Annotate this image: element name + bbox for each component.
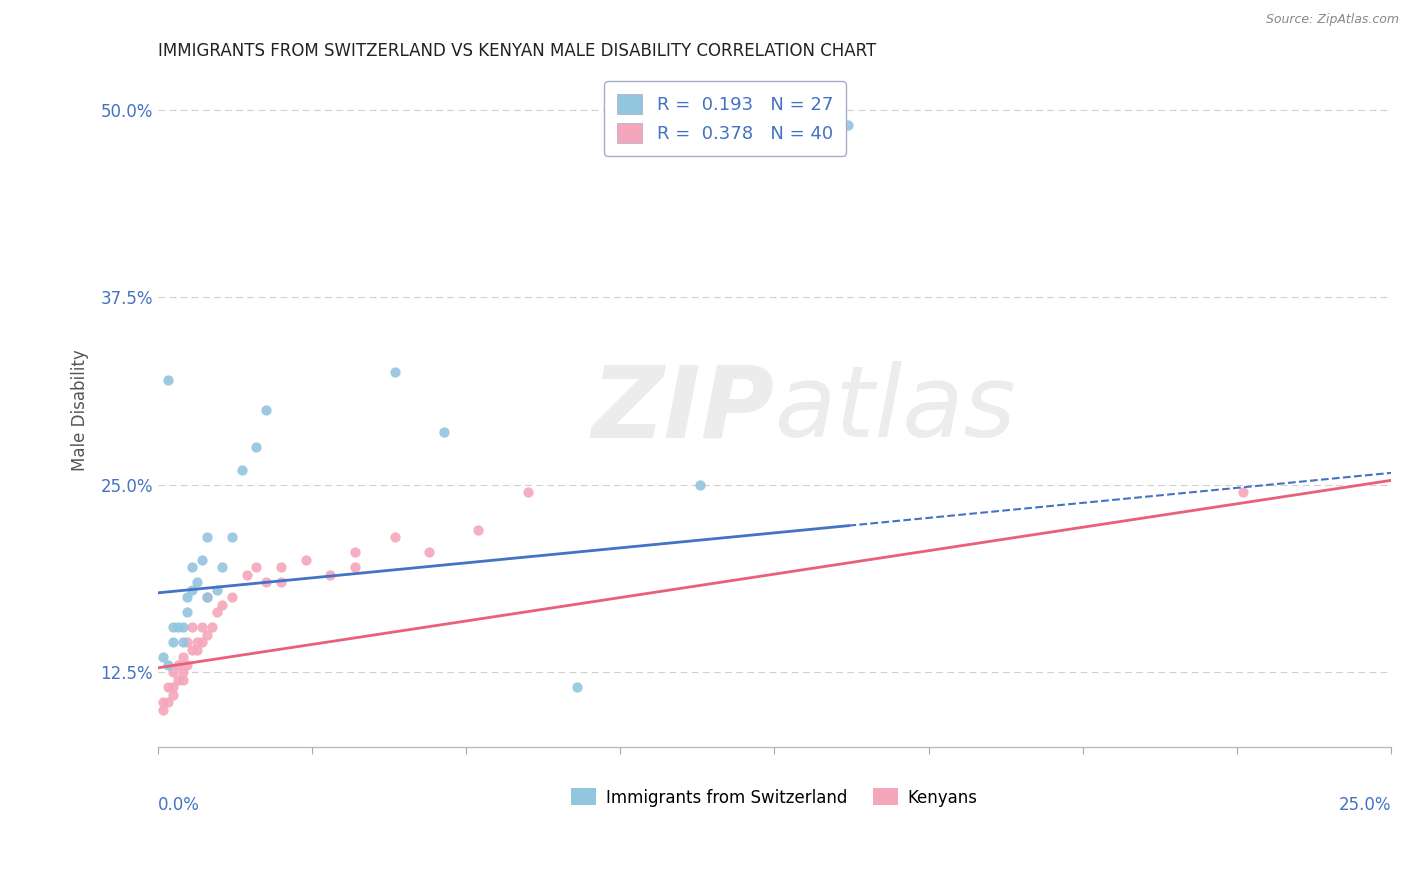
Point <box>186 575 208 590</box>
Point <box>516 485 538 500</box>
Point <box>181 582 204 597</box>
Point <box>344 545 367 559</box>
Point <box>162 688 184 702</box>
Point <box>166 620 188 634</box>
Point <box>418 545 440 559</box>
Point <box>254 403 277 417</box>
Point <box>172 673 194 687</box>
Point <box>156 373 179 387</box>
Point <box>245 560 267 574</box>
Point <box>176 635 198 649</box>
Text: ZIP: ZIP <box>592 361 775 458</box>
Point <box>152 703 174 717</box>
Point <box>245 441 267 455</box>
Point <box>162 665 184 680</box>
Point <box>172 650 194 665</box>
Point <box>176 606 198 620</box>
Point <box>211 560 233 574</box>
Text: atlas: atlas <box>775 361 1017 458</box>
Point <box>201 620 224 634</box>
Point <box>172 635 194 649</box>
Point <box>181 560 204 574</box>
Point <box>211 598 233 612</box>
Legend: Immigrants from Switzerland, Kenyans: Immigrants from Switzerland, Kenyans <box>565 781 984 814</box>
Point <box>254 575 277 590</box>
Point <box>270 575 292 590</box>
Point <box>295 553 318 567</box>
Point <box>166 673 188 687</box>
Y-axis label: Male Disability: Male Disability <box>72 349 89 471</box>
Point <box>156 657 179 672</box>
Point <box>176 591 198 605</box>
Point <box>467 523 489 537</box>
Text: IMMIGRANTS FROM SWITZERLAND VS KENYAN MALE DISABILITY CORRELATION CHART: IMMIGRANTS FROM SWITZERLAND VS KENYAN MA… <box>157 42 876 60</box>
Point <box>166 657 188 672</box>
Point <box>837 118 859 132</box>
Point <box>384 365 406 379</box>
Point <box>270 560 292 574</box>
Point <box>384 530 406 544</box>
Point <box>235 567 257 582</box>
Point <box>689 478 711 492</box>
Point <box>162 620 184 634</box>
Point <box>433 425 456 440</box>
Point <box>162 635 184 649</box>
Point <box>181 643 204 657</box>
Point <box>195 628 218 642</box>
Point <box>181 620 204 634</box>
Point <box>162 681 184 695</box>
Point <box>176 657 198 672</box>
Point <box>1232 485 1254 500</box>
Point <box>231 463 253 477</box>
Point <box>191 620 214 634</box>
Point <box>195 530 218 544</box>
Point <box>191 635 214 649</box>
Point <box>195 591 218 605</box>
Point <box>565 681 588 695</box>
Point <box>156 681 179 695</box>
Text: Source: ZipAtlas.com: Source: ZipAtlas.com <box>1265 13 1399 27</box>
Point <box>344 560 367 574</box>
Point <box>221 530 243 544</box>
Point <box>152 650 174 665</box>
Point <box>205 582 228 597</box>
Point <box>221 591 243 605</box>
Point <box>191 553 214 567</box>
Point <box>172 665 194 680</box>
Point <box>172 620 194 634</box>
Text: 0.0%: 0.0% <box>157 797 200 814</box>
Point <box>319 567 342 582</box>
Point <box>156 695 179 709</box>
Point <box>152 695 174 709</box>
Point <box>186 643 208 657</box>
Point <box>195 591 218 605</box>
Point <box>205 606 228 620</box>
Text: 25.0%: 25.0% <box>1339 797 1391 814</box>
Point <box>186 635 208 649</box>
